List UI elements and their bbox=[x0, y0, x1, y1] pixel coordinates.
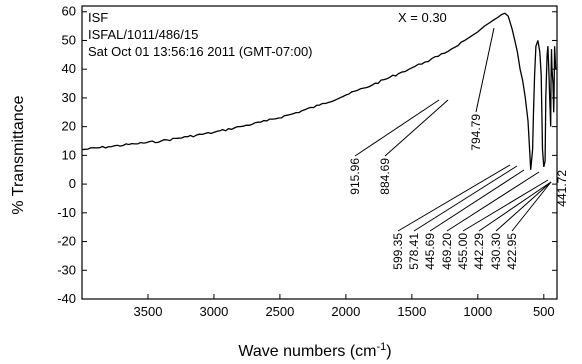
peak-label-884-69: 884.69 bbox=[378, 158, 392, 195]
x-tick-label: 2000 bbox=[331, 304, 360, 319]
y-tick-label: -40 bbox=[57, 291, 76, 306]
peak-leader-line bbox=[478, 181, 552, 232]
y-axis-title: % Transmittance bbox=[10, 95, 27, 214]
peak-label-578-41: 578.41 bbox=[407, 233, 421, 270]
x-axis-title-sup: -1 bbox=[377, 341, 387, 353]
x-note: X = 0.30 bbox=[398, 10, 447, 25]
x-axis-title-main: Wave numbers (cm bbox=[238, 343, 376, 360]
y-tick-label: -10 bbox=[57, 205, 76, 220]
x-tick-label: 1000 bbox=[463, 304, 492, 319]
x-tick-label: 3000 bbox=[199, 304, 228, 319]
peak-leader-lines bbox=[354, 27, 552, 232]
peak-label-599-35: 599.35 bbox=[391, 233, 405, 270]
y-tick-label: 20 bbox=[62, 119, 76, 134]
peak-label-915-96: 915.96 bbox=[348, 158, 362, 195]
peak-leader-line bbox=[413, 165, 518, 232]
y-tick-label: 60 bbox=[62, 4, 76, 19]
peak-leader-line bbox=[462, 179, 549, 232]
x-tick-label: 500 bbox=[533, 304, 555, 319]
plot-frame bbox=[81, 5, 558, 300]
spectrum-line bbox=[81, 12, 557, 170]
info-line-1: ISF bbox=[88, 10, 108, 25]
x-tick-label: 2500 bbox=[265, 304, 294, 319]
peak-leader-line bbox=[397, 164, 511, 232]
peak-leader-line bbox=[475, 27, 495, 113]
peak-label-445-69: 445.69 bbox=[423, 233, 437, 270]
y-tick-label: -20 bbox=[57, 234, 76, 249]
peak-leader-line bbox=[495, 181, 552, 232]
y-tick-label: -30 bbox=[57, 262, 76, 277]
peak-label-469-20: 469.20 bbox=[440, 233, 454, 270]
peak-label-442-29: 442.29 bbox=[472, 233, 486, 270]
x-axis: 3500 3000 2500 2000 1500 1000 500 bbox=[134, 294, 555, 319]
info-line-3: Sat Oct 01 13:56:16 2011 (GMT-07:00) bbox=[88, 44, 313, 59]
y-tick-label: 10 bbox=[62, 147, 76, 162]
peak-leader-line bbox=[511, 181, 552, 232]
peak-labels: 915.96 884.69 794.79 599.35 578.41 445.69 469.… bbox=[348, 114, 569, 270]
peak-leader-line bbox=[429, 169, 525, 232]
y-tick-label: 40 bbox=[62, 61, 76, 76]
y-tick-label: 50 bbox=[62, 32, 76, 47]
peak-label-441-72: 441.72 bbox=[555, 170, 569, 207]
peak-leader-line bbox=[446, 171, 540, 232]
x-axis-title-suffix: ) bbox=[386, 343, 391, 360]
peak-label-430-30: 430.30 bbox=[489, 233, 503, 270]
info-line-2: ISFAL/1011/486/15 bbox=[88, 27, 198, 42]
peak-leader-line bbox=[384, 99, 449, 157]
peak-label-422-95: 422.95 bbox=[505, 233, 519, 270]
y-tick-label: 0 bbox=[69, 176, 76, 191]
peak-label-794-79: 794.79 bbox=[469, 114, 483, 151]
peak-label-455-00: 455.00 bbox=[456, 233, 470, 270]
y-tick-label: 30 bbox=[62, 90, 76, 105]
y-axis: 60 50 40 30 20 10 0 -10 -20 -30 -40 bbox=[57, 4, 557, 306]
peak-leader-line bbox=[354, 99, 440, 157]
x-axis-title: Wave numbers (cm-1) bbox=[238, 341, 391, 360]
x-tick-label: 1500 bbox=[397, 304, 426, 319]
x-tick-label: 3500 bbox=[134, 304, 163, 319]
